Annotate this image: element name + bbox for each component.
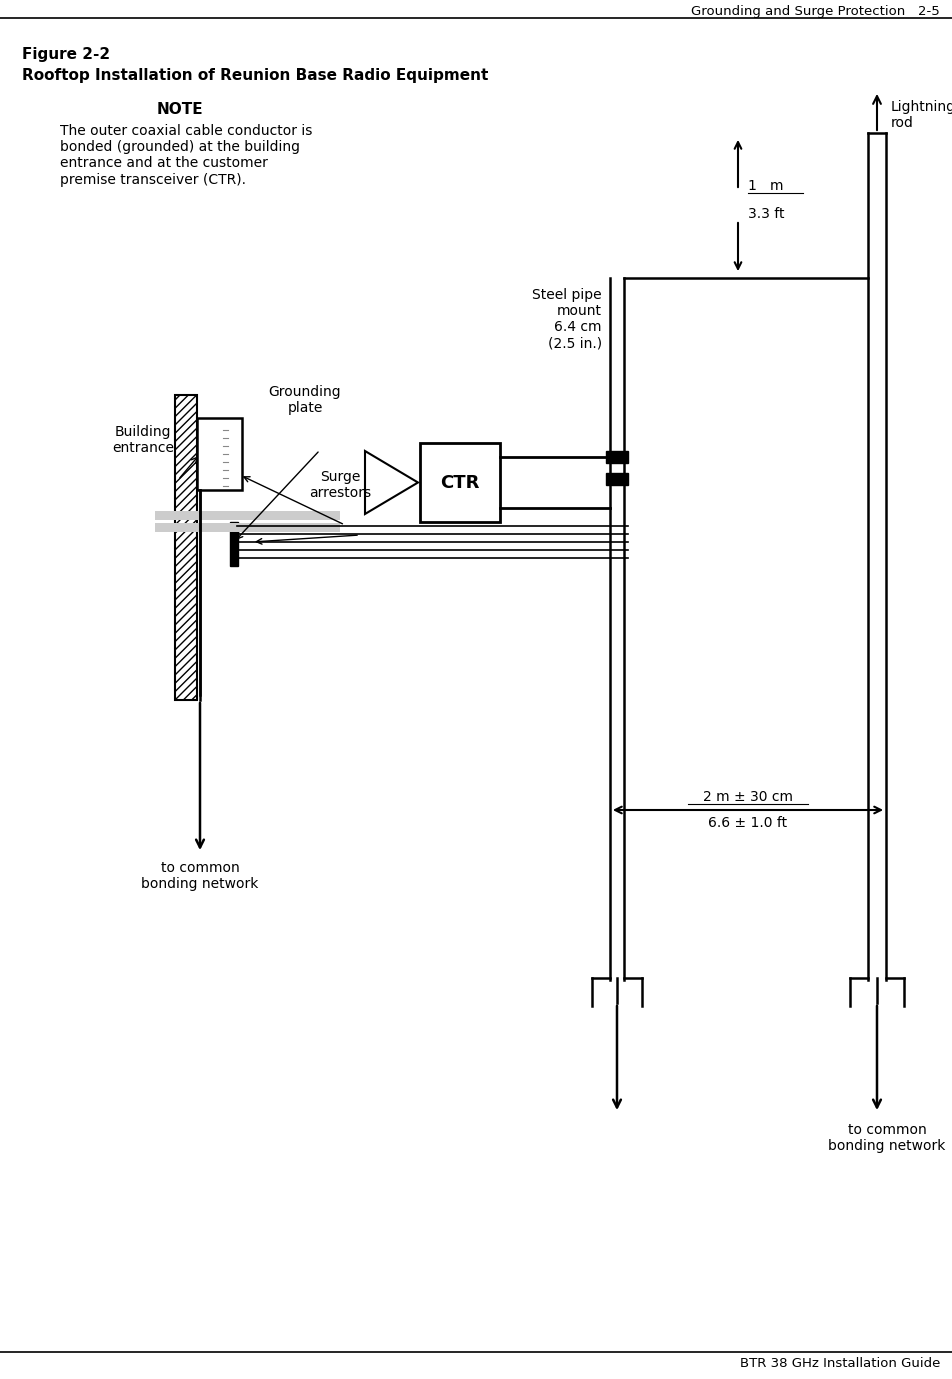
Text: 6.6 ± 1.0 ft: 6.6 ± 1.0 ft [708,816,787,830]
Text: CTR: CTR [441,473,480,491]
Bar [606,473,628,485]
Bar [420,443,500,523]
Text: The outer coaxial cable conductor is
bonded (grounded) at the building
entrance : The outer coaxial cable conductor is bon… [60,124,312,186]
Text: to common
bonding network: to common bonding network [141,860,259,891]
Text: Building
entrance: Building entrance [112,425,174,455]
Bar [155,523,340,532]
Bar [606,451,628,463]
Bar [155,512,340,520]
Text: Lightning
rod: Lightning rod [891,99,952,130]
Text: Rooftop Installation of Reunion Base Radio Equipment: Rooftop Installation of Reunion Base Rad… [22,68,488,83]
Bar [175,394,197,701]
Text: Surge
arrestors: Surge arrestors [309,470,371,501]
Text: 3.3 ft: 3.3 ft [748,207,784,221]
Text: Figure 2-2: Figure 2-2 [22,47,110,62]
Text: 2 m ± 30 cm: 2 m ± 30 cm [703,790,793,804]
Text: Steel pipe
mount
6.4 cm
(2.5 in.): Steel pipe mount 6.4 cm (2.5 in.) [532,288,602,350]
Text: Grounding and Surge Protection   2-5: Grounding and Surge Protection 2-5 [691,6,940,18]
Text: to common
bonding network: to common bonding network [828,1123,945,1153]
Bar [230,523,238,565]
Text: Grounding
plate: Grounding plate [268,385,342,415]
Text: NOTE: NOTE [157,102,204,117]
Text: 1   m: 1 m [748,179,783,193]
Bar [197,418,242,490]
Text: BTR 38 GHz Installation Guide: BTR 38 GHz Installation Guide [740,1357,940,1369]
